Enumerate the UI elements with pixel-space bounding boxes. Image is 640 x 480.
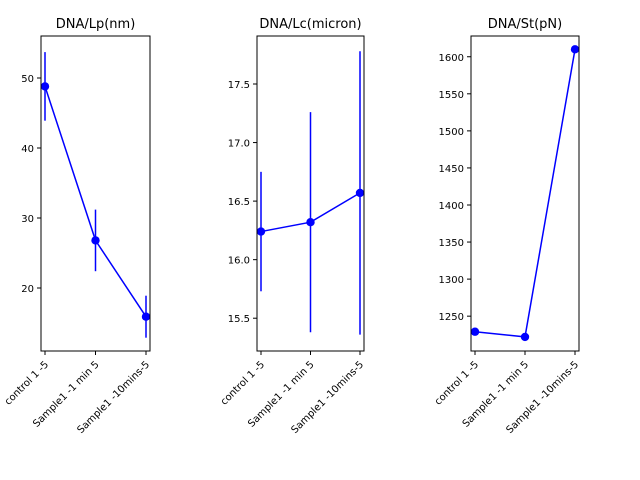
y-tick-label: 40 bbox=[21, 144, 34, 155]
data-point bbox=[141, 312, 151, 321]
y-tick-label: 17.0 bbox=[228, 139, 250, 150]
data-point bbox=[40, 82, 50, 91]
y-tick-label: 15.5 bbox=[228, 314, 250, 325]
y-tick-label: 1300 bbox=[439, 275, 464, 286]
axes-frame bbox=[256, 35, 365, 352]
y-tick-label: 16.0 bbox=[228, 256, 250, 267]
y-tick-label: 30 bbox=[21, 214, 34, 225]
x-tick-label: control 1 -5 bbox=[3, 359, 51, 407]
data-point bbox=[91, 236, 100, 245]
y-tick-label: 1400 bbox=[439, 201, 464, 212]
y-tick-label: 1450 bbox=[439, 164, 464, 175]
series-line bbox=[474, 49, 576, 338]
data-point bbox=[520, 332, 530, 342]
data-point bbox=[570, 45, 580, 54]
data-point bbox=[306, 217, 315, 227]
y-tick-label: 1500 bbox=[439, 127, 464, 138]
y-tick-label: 50 bbox=[21, 74, 34, 85]
x-tick-label: control 1 -5 bbox=[219, 359, 267, 407]
y-tick-label: 17.5 bbox=[228, 80, 250, 91]
y-tick-label: 1600 bbox=[439, 53, 464, 64]
y-tick-label: 1550 bbox=[439, 90, 464, 101]
y-tick-label: 1250 bbox=[439, 312, 464, 323]
y-tick-label: 20 bbox=[21, 284, 34, 295]
axes-frame bbox=[40, 35, 151, 352]
y-tick-label: 16.5 bbox=[228, 197, 250, 208]
axes-frame bbox=[470, 35, 580, 352]
chart-title: DNA/Lc(micron) bbox=[259, 17, 361, 32]
x-tick-label: control 1 -5 bbox=[433, 359, 481, 407]
chart-title: DNA/St(pN) bbox=[488, 17, 562, 32]
series-line bbox=[44, 86, 147, 318]
y-tick-label: 1350 bbox=[439, 238, 464, 249]
data-point bbox=[470, 327, 480, 336]
chart-panel-2: DNA/Lc(micron) 15.5 16.0 16.5 17.0 17.5 contro… bbox=[219, 17, 366, 436]
chart-panel-3: DNA/St(pN) 1250 1300 1350 1400 1450 1500 1550 16… bbox=[433, 17, 581, 436]
data-point bbox=[355, 188, 365, 198]
chart-title: DNA/Lp(nm) bbox=[56, 17, 136, 32]
data-point bbox=[256, 227, 266, 236]
